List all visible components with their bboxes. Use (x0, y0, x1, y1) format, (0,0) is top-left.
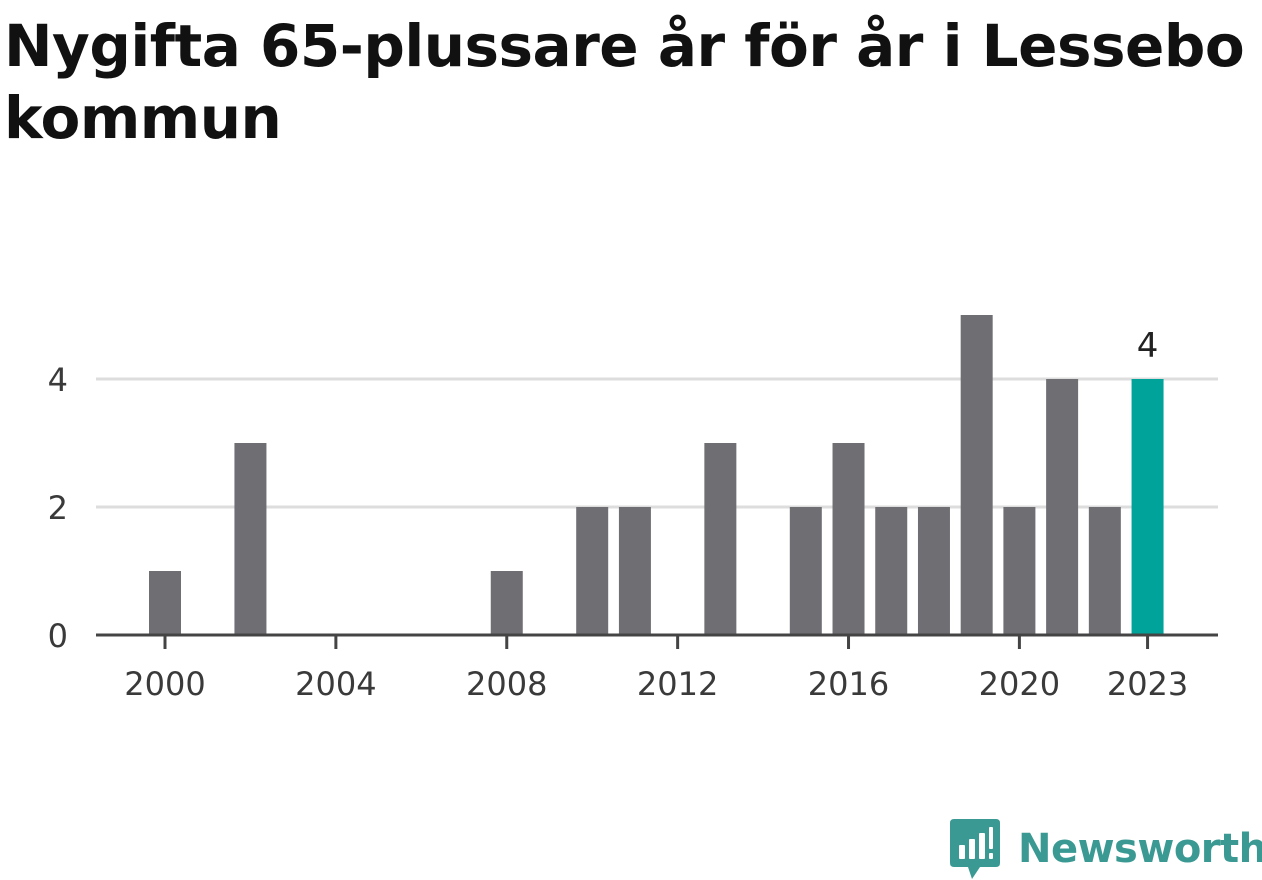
y-tick-label-4: 4 (48, 361, 68, 399)
x-tick-label-2020: 2020 (979, 665, 1060, 703)
brand-logo: Newsworthy (950, 818, 1262, 880)
bar-2002 (234, 443, 267, 635)
y-tick-label-2: 2 (48, 489, 68, 527)
bar-2008 (490, 571, 523, 635)
x-tick-label-2008: 2008 (466, 665, 547, 703)
bar-2017 (875, 507, 908, 635)
bar-2015 (789, 507, 822, 635)
value-label-2023: 4 (1137, 326, 1159, 366)
x-tick-label-2012: 2012 (637, 665, 718, 703)
bar-2010 (576, 507, 609, 635)
y-tick-label-0: 0 (48, 617, 68, 655)
bar-2011 (618, 507, 651, 635)
x-tick-label-2000: 2000 (124, 665, 205, 703)
x-tick-label-2016: 2016 (808, 665, 889, 703)
chart-title: Nygifta 65-plussare år för år i Lessebo … (4, 12, 1245, 152)
bar-2021 (1046, 379, 1079, 635)
x-tick-label-2023: 2023 (1107, 665, 1188, 703)
bar-2018 (917, 507, 950, 635)
x-tick-label-2004: 2004 (295, 665, 376, 703)
newsworthy-logo-icon (950, 819, 1000, 879)
brand-name: Newsworthy (1018, 826, 1262, 872)
bar-2022 (1088, 507, 1121, 635)
x-axis (96, 633, 1218, 649)
bar-2013 (704, 443, 737, 635)
bar-2019 (960, 315, 993, 635)
bars (149, 315, 1164, 635)
bar-2023 (1131, 379, 1164, 635)
bar-2020 (1003, 507, 1036, 635)
bar-2000 (149, 571, 181, 635)
bar-2016 (832, 443, 865, 635)
tick-labels: 0 2 4 4 2000 2004 2008 2012 2016 2020 2023 (48, 326, 1189, 703)
